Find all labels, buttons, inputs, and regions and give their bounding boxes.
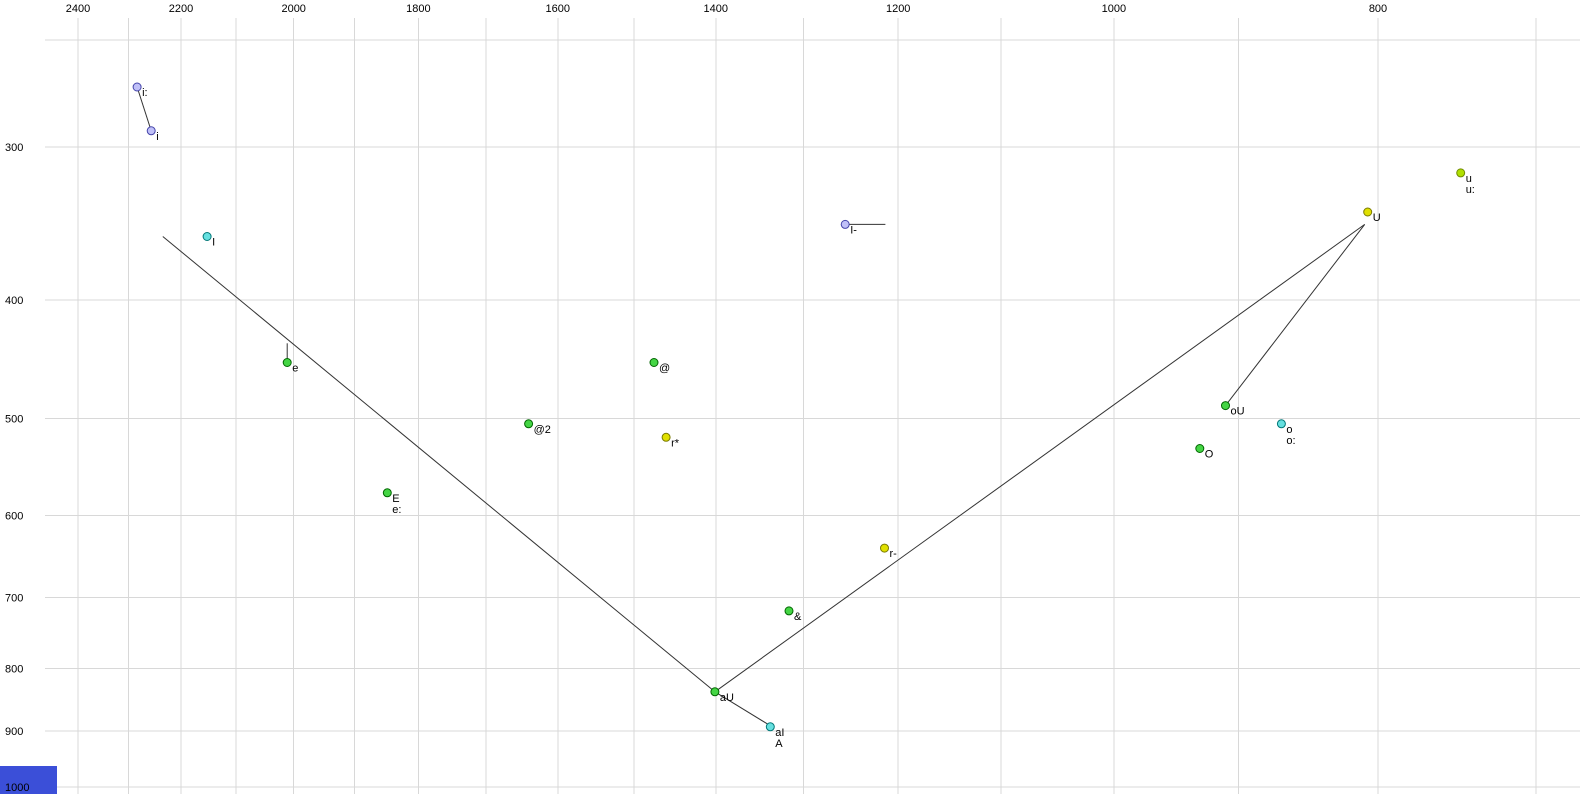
vowel-label: aI: [775, 727, 784, 739]
x-tick-label: 1000: [1102, 3, 1126, 15]
vowel-label: E: [392, 493, 399, 505]
vowel-label: e: [292, 363, 298, 375]
vowel-point[interactable]: [146, 126, 156, 136]
vowel-point[interactable]: [880, 543, 889, 553]
x-tick-label: 1600: [546, 3, 570, 15]
vowel-point[interactable]: [1456, 168, 1466, 178]
vowel-label: i: [156, 131, 158, 143]
vowel-label: r-: [890, 548, 898, 560]
x-tick-label: 800: [1369, 3, 1387, 15]
trajectory-segment: [714, 691, 771, 727]
vowel-label: u:: [1466, 184, 1475, 196]
vowel-label: o:: [1286, 435, 1295, 447]
x-tick-label: 2400: [66, 3, 90, 15]
vowel-label: I: [212, 237, 215, 249]
corner-swatch: [0, 766, 57, 794]
vowel-label: e:: [392, 504, 401, 516]
vowel-label: &: [794, 611, 802, 623]
trajectory-segment: [714, 223, 1365, 693]
vowel-point[interactable]: [202, 232, 212, 241]
vowel-label: o: [1286, 424, 1292, 436]
vowel-label: @: [659, 363, 670, 375]
vowel-label: r*: [671, 437, 680, 449]
vowel-label: u: [1466, 173, 1472, 185]
vowel-point[interactable]: [132, 82, 142, 92]
y-tick-label: 1000: [5, 782, 29, 794]
y-tick-label: 600: [5, 511, 23, 523]
vowel-point[interactable]: [649, 358, 659, 367]
vowel-point[interactable]: [282, 358, 292, 367]
vowel-point[interactable]: [1221, 401, 1230, 411]
vowel-label: aU: [720, 692, 734, 704]
y-tick-label: 800: [5, 663, 23, 675]
vowel-label: oU: [1231, 406, 1245, 418]
vowel-label: @2: [534, 424, 551, 436]
x-tick-label: 1200: [886, 3, 910, 15]
vowel-point[interactable]: [784, 606, 794, 616]
vowel-point[interactable]: [524, 419, 534, 429]
x-tick-label: 2200: [169, 3, 193, 15]
x-tick-label: 1400: [704, 3, 728, 15]
y-tick-label: 400: [5, 295, 23, 307]
vowel-point[interactable]: [710, 687, 720, 697]
vowel-point[interactable]: [661, 432, 671, 442]
y-tick-label: 500: [5, 414, 23, 426]
vowel-label: O: [1205, 449, 1214, 461]
x-tick-label: 2000: [281, 3, 305, 15]
vowel-point[interactable]: [1276, 419, 1286, 429]
vowel-point[interactable]: [382, 488, 392, 498]
trajectory-segment: [162, 236, 716, 693]
y-tick-label: 700: [5, 592, 23, 604]
vowel-label: I-: [850, 224, 857, 236]
vowel-label: A: [775, 738, 783, 750]
trajectory-segment: [1225, 224, 1366, 406]
vowel-point[interactable]: [765, 722, 775, 732]
vowel-label: i:: [142, 87, 148, 99]
vowel-point[interactable]: [1195, 444, 1205, 453]
x-tick-label: 1800: [406, 3, 430, 15]
trajectory-segment: [136, 86, 152, 131]
vowel-point[interactable]: [840, 219, 850, 229]
vowel-point[interactable]: [1363, 207, 1373, 217]
vowel-label: U: [1373, 212, 1381, 224]
y-tick-label: 900: [5, 726, 23, 738]
y-tick-label: 300: [5, 142, 23, 154]
